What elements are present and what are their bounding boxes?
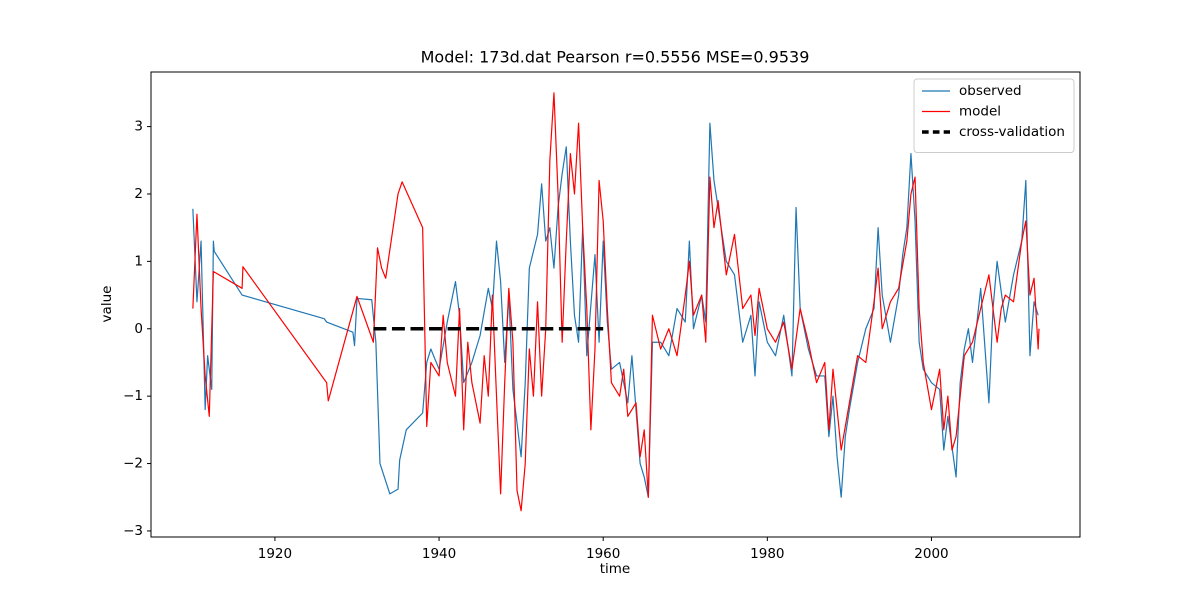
y-tick-label: 1 [134,253,143,269]
y-tick-label: −3 [123,523,143,539]
legend-label: observed [959,83,1022,99]
chart-title: Model: 173d.dat Pearson r=0.5556 MSE=0.9… [421,48,810,67]
legend-box [913,78,1075,153]
legend-label: cross-validation [959,124,1065,140]
y-tick-label: 2 [134,186,143,202]
x-tick-label: 2000 [914,546,948,562]
x-tick-label: 1940 [422,546,456,562]
series-line [192,92,1040,512]
x-tick-label: 1920 [258,546,292,562]
y-tick-label: −1 [123,388,143,404]
y-tick-label: 0 [134,321,143,337]
axes-frame [150,71,1081,538]
y-tick-label: −2 [123,456,143,472]
plot-area [192,92,1040,512]
y-tick-label: 3 [134,119,143,135]
legend-label: model [959,104,1001,120]
series-line [192,122,1039,498]
x-tick-label: 1960 [586,546,620,562]
x-axis-label: time [600,561,631,577]
x-tick-label: 1980 [750,546,784,562]
y-axis-label: value [99,286,115,323]
